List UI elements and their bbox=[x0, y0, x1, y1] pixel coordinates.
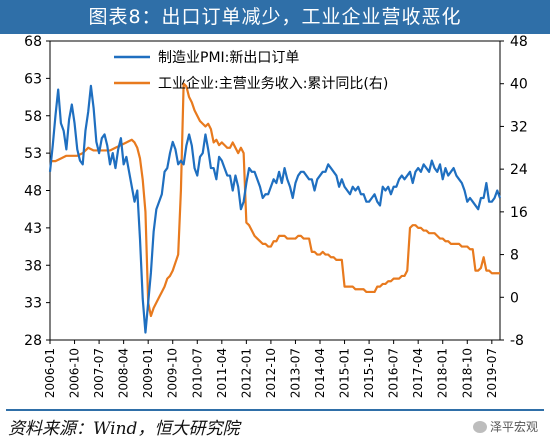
y-right-tick-label: -8 bbox=[510, 333, 524, 349]
watermark: 泽平宏观 bbox=[472, 418, 538, 435]
x-tick-label: 2012-10 bbox=[264, 348, 278, 398]
y-left-tick-label: 63 bbox=[24, 71, 42, 87]
y-left-tick-label: 58 bbox=[24, 109, 42, 125]
x-tick-label: 2006-10 bbox=[68, 348, 82, 398]
y-left-tick-label: 33 bbox=[24, 296, 42, 312]
series-line-pmi-new-export-orders bbox=[48, 84, 502, 334]
x-tick-label: 2009-01 bbox=[141, 348, 155, 398]
y-left-tick-label: 53 bbox=[24, 146, 42, 162]
y-right-tick-label: 16 bbox=[510, 205, 528, 221]
x-tick-label: 2014-04 bbox=[313, 348, 327, 398]
wechat-icon bbox=[472, 421, 487, 433]
legend-label: 工业企业:主营业务收入:累计同比(右) bbox=[158, 75, 388, 92]
x-tick-label: 2015-01 bbox=[338, 348, 352, 398]
x-tick-label: 2006-01 bbox=[43, 348, 57, 398]
x-tick-label: 2013-07 bbox=[288, 348, 302, 398]
x-tick-label: 2007-07 bbox=[92, 348, 106, 398]
y-right-tick-label: 40 bbox=[510, 77, 528, 93]
x-tick-label: 2018-01 bbox=[436, 348, 450, 398]
y-left-tick-label: 43 bbox=[24, 221, 42, 237]
x-tick-label: 2008-04 bbox=[117, 348, 131, 398]
legend-label: 制造业PMI:新出口订单 bbox=[158, 50, 299, 66]
y-right-tick-label: 8 bbox=[510, 248, 519, 264]
x-tick-label: 2017-04 bbox=[411, 348, 425, 398]
chart-title: 图表8：出口订单减少，工业企业营收恶化 bbox=[88, 6, 462, 28]
x-tick-label: 2016-07 bbox=[387, 348, 401, 398]
y-left-tick-label: 68 bbox=[24, 34, 42, 50]
y-right-tick-label: 0 bbox=[510, 290, 519, 306]
y-left-tick-label: 38 bbox=[24, 258, 42, 274]
y-left-tick-label: 48 bbox=[24, 184, 42, 200]
source-note: 资料来源：Wind，恒大研究院 bbox=[8, 419, 240, 439]
y-right-tick-label: 48 bbox=[510, 34, 528, 50]
dual-axis-line-chart: 28 33 38 43 48 53 58 63 68 -8 0 8 16 24 32 40 48 2006-0… bbox=[24, 34, 528, 398]
x-tick-label: 2019-07 bbox=[485, 348, 499, 398]
y-right-tick-label: 32 bbox=[510, 119, 528, 135]
watermark-text: 泽平宏观 bbox=[489, 420, 538, 434]
y-left-tick-label: 28 bbox=[24, 333, 42, 349]
x-tick-label: 2010-07 bbox=[190, 348, 204, 398]
x-tick-label: 2011-04 bbox=[215, 348, 229, 398]
x-tick-label: 2012-01 bbox=[239, 348, 253, 398]
title-bar bbox=[0, 0, 550, 34]
x-tick-label: 2015-10 bbox=[362, 348, 376, 398]
y-right-tick-label: 24 bbox=[510, 162, 528, 178]
x-tick-label: 2018-10 bbox=[460, 348, 474, 398]
series-line-industrial-revenue-yoy bbox=[50, 82, 500, 318]
x-tick-label: 2009-10 bbox=[166, 348, 180, 398]
footer-divider bbox=[6, 409, 544, 411]
